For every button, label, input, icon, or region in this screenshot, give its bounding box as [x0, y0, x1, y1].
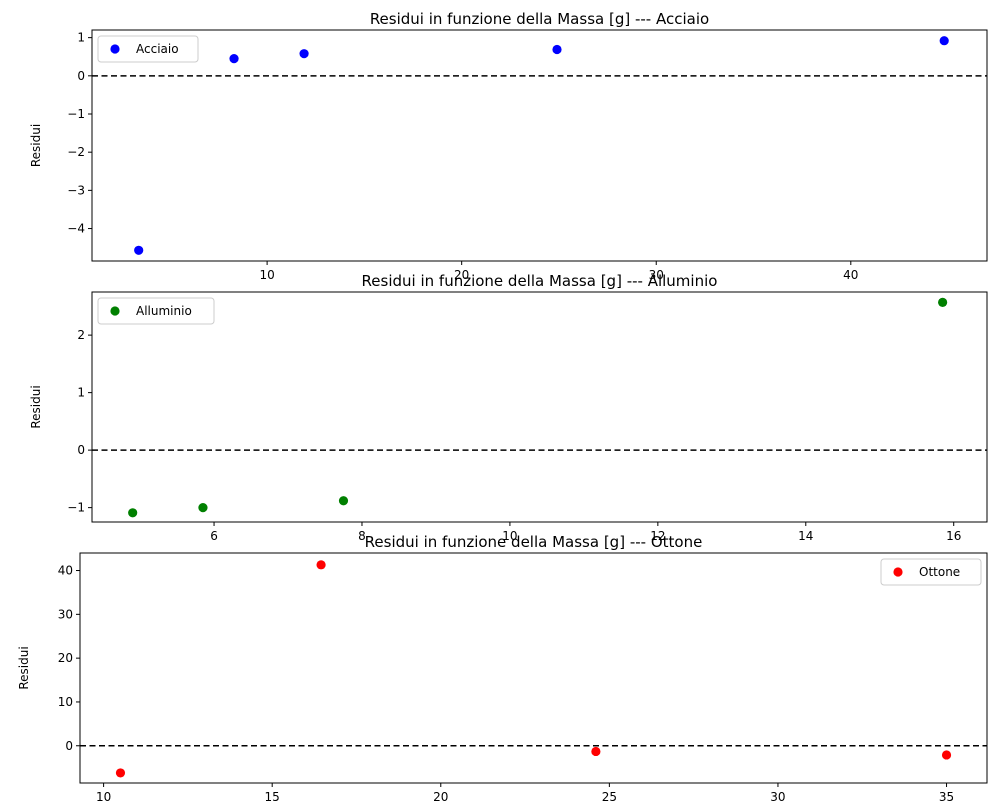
axes-frame [79, 552, 988, 784]
x-tick-label: 16 [946, 529, 961, 543]
y-tick-label: 0 [77, 69, 85, 83]
x-tick-label: 40 [843, 268, 858, 282]
data-point-acciaio [299, 49, 309, 59]
axes-frame [91, 29, 988, 262]
data-point-acciaio [134, 245, 144, 255]
legend-marker [110, 44, 120, 54]
y-tick-label: 1 [77, 386, 85, 400]
y-tick-label: 1 [77, 31, 85, 45]
y-tick-label: 0 [65, 739, 73, 753]
legend-label: Ottone [919, 565, 960, 579]
y-axis-label: Residui [17, 646, 31, 689]
y-tick-label: 30 [58, 607, 73, 621]
legend-label: Acciaio [136, 42, 179, 56]
legend-marker [893, 567, 903, 577]
data-point-acciaio [552, 44, 562, 55]
y-tick-label: 2 [77, 328, 85, 342]
axes-frame [91, 291, 988, 523]
y-tick-label: −3 [67, 183, 85, 197]
y-tick-label: 20 [58, 651, 73, 665]
data-point-ottone [591, 746, 601, 757]
x-tick-label: 25 [602, 790, 617, 804]
legend: Ottone [880, 558, 982, 586]
y-tick-label: −1 [67, 107, 85, 121]
y-axis-label: Residui [29, 124, 43, 167]
x-tick-label: 6 [210, 529, 218, 543]
y-tick-label: −1 [67, 501, 85, 515]
data-point-acciaio [939, 36, 949, 46]
legend: Alluminio [97, 297, 215, 325]
legend-marker [110, 306, 120, 316]
data-point-ottone [941, 750, 952, 760]
legend-label: Alluminio [136, 304, 192, 318]
x-tick-label: 35 [939, 790, 954, 804]
x-tick-label: 10 [502, 529, 517, 543]
y-tick-label: 40 [58, 564, 73, 578]
chart-panel-3: Residui in funzione della Massa [g] --- … [17, 533, 988, 804]
x-tick-label: 30 [649, 268, 664, 282]
y-tick-label: −4 [67, 222, 85, 236]
data-point-alluminio [338, 496, 349, 506]
data-point-ottone [316, 560, 326, 570]
x-tick-label: 8 [358, 529, 366, 543]
x-tick-label: 14 [798, 529, 813, 543]
legend-box [97, 35, 199, 63]
chart-title: Residui in funzione della Massa [g] --- … [365, 533, 703, 551]
x-tick-label: 10 [259, 268, 274, 282]
chart-title: Residui in funzione della Massa [g] --- … [370, 10, 709, 28]
data-point-ottone [115, 768, 126, 778]
chart-panel-1: Residui in funzione della Massa [g] --- … [29, 10, 988, 282]
x-tick-label: 15 [265, 790, 280, 804]
x-tick-label: 20 [454, 268, 469, 282]
y-tick-label: −2 [67, 145, 85, 159]
y-tick-label: 10 [58, 695, 73, 709]
x-tick-label: 12 [650, 529, 665, 543]
legend-box [97, 297, 215, 325]
legend-box [880, 558, 982, 586]
x-tick-label: 30 [770, 790, 785, 804]
chart-title: Residui in funzione della Massa [g] --- … [362, 272, 718, 290]
data-point-alluminio [938, 297, 948, 307]
y-tick-label: 0 [77, 443, 85, 457]
data-point-alluminio [128, 508, 138, 518]
chart-panel-2: Residui in funzione della Massa [g] --- … [29, 272, 988, 543]
data-point-alluminio [198, 503, 208, 513]
x-tick-label: 20 [433, 790, 448, 804]
x-tick-label: 10 [96, 790, 111, 804]
legend: Acciaio [97, 35, 199, 63]
data-point-acciaio [229, 54, 239, 64]
y-axis-label: Residui [29, 385, 43, 428]
